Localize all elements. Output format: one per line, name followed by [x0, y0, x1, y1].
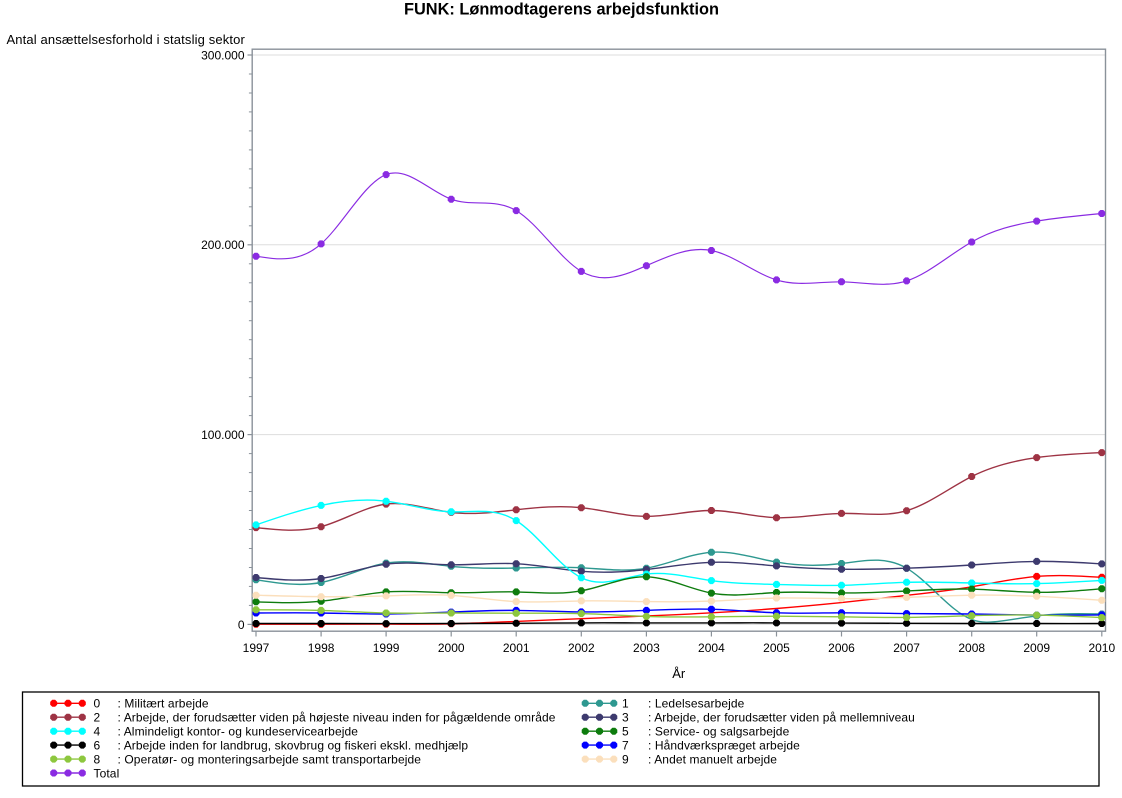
svg-text:9: 9: [622, 752, 629, 766]
svg-text:2005: 2005: [763, 641, 790, 655]
svg-text:6: 6: [94, 739, 101, 753]
svg-text:2006: 2006: [828, 641, 855, 655]
svg-text:1: 1: [622, 697, 629, 711]
svg-text:: Håndværkspræget arbejde: : Håndværkspræget arbejde: [648, 739, 800, 753]
svg-text:200.000: 200.000: [201, 238, 245, 252]
svg-text:2010: 2010: [1088, 641, 1115, 655]
svg-text:Antal ansættelsesforhold i sta: Antal ansættelsesforhold i statslig sekt…: [6, 32, 245, 47]
svg-text:Total: Total: [94, 766, 120, 780]
svg-text:2009: 2009: [1023, 641, 1050, 655]
svg-text:: Operatør- og monteringsarbej: : Operatør- og monteringsarbejde samt tr…: [118, 752, 422, 766]
svg-text:4: 4: [94, 725, 101, 739]
svg-text:: Arbejde, der forudsætter vid: : Arbejde, der forudsætter viden på mell…: [648, 711, 915, 725]
svg-text:: Service- og salgsarbejde: : Service- og salgsarbejde: [648, 725, 790, 739]
svg-text:: Militært arbejde: : Militært arbejde: [118, 697, 209, 711]
svg-text:: Andet manuelt arbejde: : Andet manuelt arbejde: [648, 752, 777, 766]
svg-text:0: 0: [94, 697, 101, 711]
svg-text:: Arbejde inden for landbrug,: : Arbejde inden for landbrug, skovbrug o…: [118, 739, 469, 753]
svg-text:300.000: 300.000: [201, 48, 245, 62]
svg-text:2008: 2008: [958, 641, 985, 655]
svg-text:2007: 2007: [893, 641, 920, 655]
svg-text:1999: 1999: [373, 641, 400, 655]
svg-text:FUNK: Lønmodtagerens arbejdsfu: FUNK: Lønmodtagerens arbejdsfunktion: [404, 0, 719, 18]
svg-text:3: 3: [622, 711, 629, 725]
svg-text:2: 2: [94, 711, 101, 725]
svg-text:2001: 2001: [503, 641, 530, 655]
svg-text:År: År: [672, 666, 686, 681]
svg-text:5: 5: [622, 725, 629, 739]
svg-text:7: 7: [622, 739, 629, 753]
svg-text:8: 8: [94, 752, 101, 766]
svg-text:1998: 1998: [308, 641, 335, 655]
svg-text:100.000: 100.000: [201, 428, 245, 442]
svg-text:2003: 2003: [633, 641, 660, 655]
svg-text:2002: 2002: [568, 641, 595, 655]
svg-text:1997: 1997: [243, 641, 270, 655]
svg-text:2000: 2000: [438, 641, 465, 655]
svg-text:: Almindeligt kontor- og kunde: : Almindeligt kontor- og kundeservicearb…: [118, 725, 359, 739]
svg-text:0: 0: [238, 618, 245, 632]
svg-text:: Ledelsesarbejde: : Ledelsesarbejde: [648, 697, 745, 711]
svg-text:: Arbejde, der forudsætter vid: : Arbejde, der forudsætter viden på høje…: [118, 711, 556, 725]
svg-text:2004: 2004: [698, 641, 725, 655]
